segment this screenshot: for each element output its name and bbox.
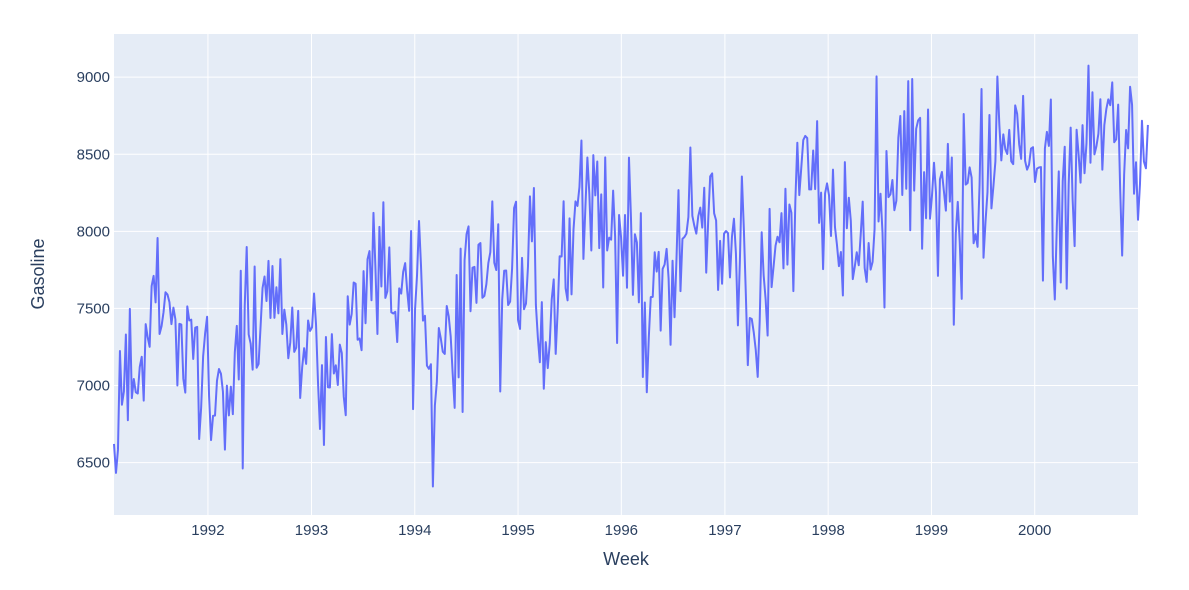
x-tick-label: 1996	[605, 522, 638, 539]
x-tick-label: 1995	[501, 522, 534, 539]
y-tick-label: 8000	[77, 223, 110, 240]
x-tick-label: 2000	[1018, 522, 1051, 539]
x-tick-label: 1993	[295, 522, 328, 539]
x-tick-labels: 1992 1993 1994 1995 1996 1997 1998 1999 2000	[191, 522, 1051, 539]
x-tick-label: 1997	[708, 522, 741, 539]
x-axis-title: Week	[603, 549, 650, 569]
series-line-gasoline	[113, 64, 1149, 488]
series-layer	[113, 64, 1149, 488]
y-tick-labels: 6500 7000 7500 8000 8500 9000	[77, 69, 110, 471]
y-tick-label: 8500	[77, 146, 110, 163]
x-tick-label: 1999	[915, 522, 948, 539]
y-axis-title: Gasoline	[28, 238, 48, 309]
y-gridlines	[114, 76, 1138, 464]
y-tick-label: 7000	[77, 378, 110, 395]
x-gridlines	[207, 34, 1036, 515]
y-tick-label: 7500	[77, 300, 110, 317]
y-tick-label: 6500	[77, 455, 110, 472]
x-tick-label: 1992	[191, 522, 224, 539]
x-tick-label: 1998	[811, 522, 844, 539]
y-tick-label: 9000	[77, 69, 110, 86]
x-tick-label: 1994	[398, 522, 431, 539]
